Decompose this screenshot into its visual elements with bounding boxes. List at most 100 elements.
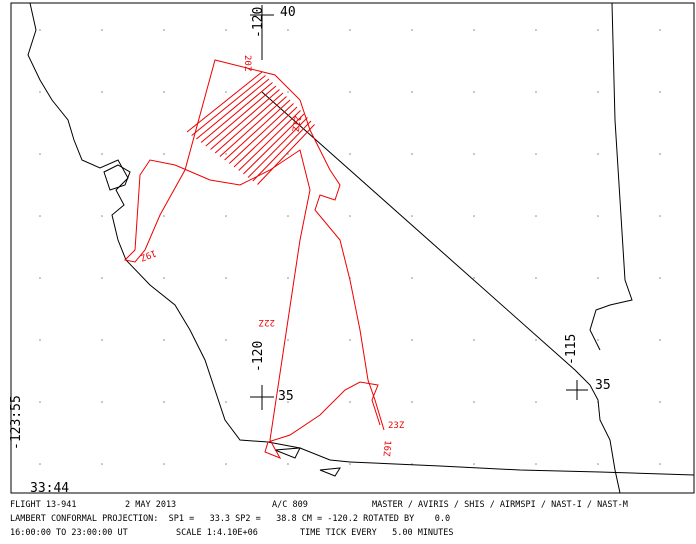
dot — [535, 463, 537, 465]
dot — [473, 277, 475, 279]
dot — [163, 463, 165, 465]
footer-text: SCALE 1:4.10E+06 — [176, 528, 258, 538]
survey-leg — [214, 92, 284, 154]
dot — [597, 153, 599, 155]
dot — [349, 29, 351, 31]
dot — [39, 29, 41, 31]
time-label: 19Z — [138, 247, 157, 262]
dot — [473, 339, 475, 341]
dot — [287, 339, 289, 341]
dot — [659, 463, 661, 465]
dot — [225, 463, 227, 465]
coordinate-label: -120 — [251, 341, 266, 372]
survey-leg — [228, 103, 294, 164]
dot — [597, 29, 599, 31]
dot — [659, 215, 661, 217]
dot — [287, 215, 289, 217]
dot — [163, 339, 165, 341]
state-border — [589, 2, 633, 351]
dot — [287, 91, 289, 93]
dot — [473, 463, 475, 465]
dot — [473, 401, 475, 403]
dot — [287, 277, 289, 279]
coordinate-label: -115 — [564, 334, 579, 365]
dot — [39, 153, 41, 155]
dot — [39, 91, 41, 93]
dot — [101, 215, 103, 217]
dot — [287, 29, 289, 31]
dot — [101, 339, 103, 341]
dot — [349, 215, 351, 217]
footer-text: FLIGHT 13-941 — [10, 500, 77, 510]
dot — [473, 29, 475, 31]
dot — [659, 401, 661, 403]
dot — [411, 339, 413, 341]
dot — [225, 339, 227, 341]
dot — [163, 215, 165, 217]
dot — [101, 463, 103, 465]
map-frame — [10, 2, 695, 494]
dot — [535, 401, 537, 403]
survey-leg — [224, 99, 291, 161]
dot — [101, 401, 103, 403]
dot — [39, 463, 41, 465]
dot — [349, 91, 351, 93]
dot — [101, 29, 103, 31]
dot — [163, 401, 165, 403]
state-border — [261, 91, 621, 494]
footer-text: A/C 809 — [272, 500, 308, 510]
dot — [597, 91, 599, 93]
time-label: 22Z — [258, 317, 275, 327]
dot — [39, 401, 41, 403]
dot — [411, 29, 413, 31]
dot — [411, 153, 413, 155]
survey-leg — [219, 96, 287, 157]
dot — [473, 215, 475, 217]
dot — [349, 463, 351, 465]
dot — [535, 91, 537, 93]
dot — [225, 277, 227, 279]
dot — [659, 91, 661, 93]
coordinate-label: 35 — [595, 378, 611, 393]
survey-leg — [191, 75, 266, 136]
footer-text: MASTER / AVIRIS / SHIS / AIRMSPI / NAST-… — [372, 500, 628, 510]
dot — [349, 153, 351, 155]
dot — [659, 277, 661, 279]
coordinate-label: 35 — [278, 389, 294, 404]
dot — [535, 29, 537, 31]
dot — [659, 339, 661, 341]
dot — [225, 91, 227, 93]
survey-leg — [238, 110, 301, 171]
dot — [535, 339, 537, 341]
dot — [597, 463, 599, 465]
dot — [597, 215, 599, 217]
dot — [163, 91, 165, 93]
time-label: 23Z — [388, 421, 405, 431]
dot — [163, 277, 165, 279]
coordinate-label: 33:44 — [30, 481, 69, 496]
dot — [39, 339, 41, 341]
footer-text: 16:00:00 TO 23:00:00 UT — [10, 528, 128, 538]
dot — [473, 153, 475, 155]
graticule-marks — [250, 5, 588, 410]
islands — [274, 447, 341, 477]
survey-leg — [233, 106, 298, 168]
dot — [411, 401, 413, 403]
dot — [39, 277, 41, 279]
footer-text: 2 MAY 2013 — [125, 500, 176, 510]
dot — [597, 339, 599, 341]
dot — [411, 215, 413, 217]
coastline — [27, 2, 351, 463]
dot — [411, 277, 413, 279]
dot — [163, 29, 165, 31]
dot — [287, 153, 289, 155]
survey-leg — [247, 117, 308, 178]
dot — [225, 215, 227, 217]
dot — [473, 91, 475, 93]
footer: FLIGHT 13-941 2 MAY 2013 A/C 809 MASTER / A… — [10, 500, 628, 538]
footer-text: LAMBERT CONFORMAL PROJECTION: SP1 = 33.3… — [10, 514, 450, 524]
dot — [535, 215, 537, 217]
dot — [225, 153, 227, 155]
flight-track — [123, 59, 385, 459]
